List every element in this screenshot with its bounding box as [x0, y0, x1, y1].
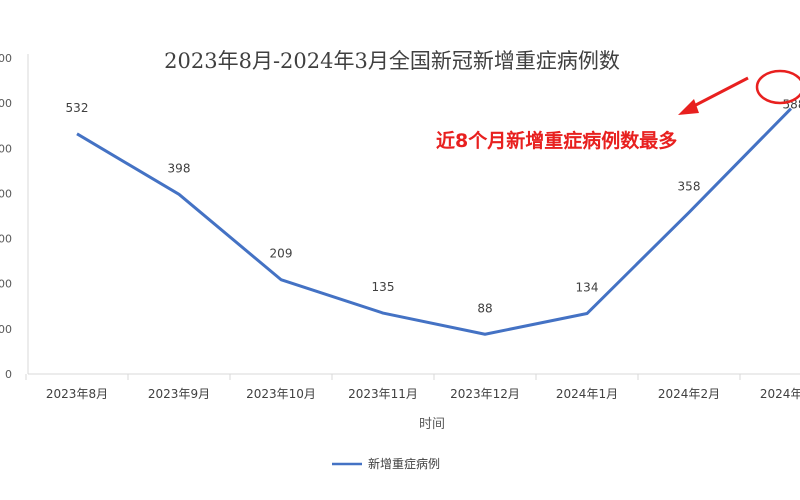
y-tick-label: 00: [0, 323, 12, 336]
annotation: 近8个月新增重症病例数最多: [436, 69, 800, 152]
y-tick-label: 00: [0, 97, 12, 110]
x-axis-ticks: 2023年8月 2023年9月 2023年10月 2023年11月 2023年12月 20…: [25, 374, 800, 401]
chart-title: 2023年8月-2024年3月全国新冠新增重症病例数: [164, 49, 620, 73]
data-label: 88: [477, 301, 492, 315]
x-tick-label: 2024年3月: [760, 387, 800, 401]
y-tick-label: 00: [0, 278, 12, 291]
highlight-circle: [755, 69, 800, 105]
data-label: 209: [270, 247, 293, 261]
series-line: [76, 107, 793, 336]
x-tick-label: 2024年2月: [658, 387, 720, 401]
y-tick-label: 00: [0, 142, 12, 155]
x-axis-label: 时间: [419, 417, 445, 432]
x-tick-label: 2024年1月: [556, 387, 618, 401]
data-label: 532: [66, 101, 89, 115]
data-label: 135: [372, 280, 395, 294]
y-tick-label: 00: [0, 52, 12, 65]
x-tick-label: 2023年8月: [46, 387, 108, 401]
y-tick-label: 00: [0, 187, 12, 200]
x-tick-label: 2023年10月: [246, 387, 316, 401]
data-label: 134: [576, 281, 599, 295]
y-tick-label: 00: [0, 233, 12, 246]
annotation-arrow: [689, 76, 749, 110]
y-tick-label: 0: [5, 368, 12, 381]
data-label: 358: [678, 179, 701, 193]
legend-entry: 新增重症病例: [368, 456, 440, 471]
x-tick-label: 2023年12月: [450, 387, 520, 401]
x-tick-label: 2023年11月: [348, 387, 418, 401]
annotation-text: 近8个月新增重症病例数最多: [436, 129, 677, 152]
annotation-arrowhead: [678, 99, 699, 115]
legend: 新增重症病例: [332, 456, 440, 471]
axes: [27, 54, 800, 375]
data-label: 398: [168, 161, 191, 175]
data-labels: 53239820913588134358588: [66, 98, 800, 316]
x-tick-label: 2023年9月: [148, 387, 210, 401]
series-group: [76, 107, 793, 336]
